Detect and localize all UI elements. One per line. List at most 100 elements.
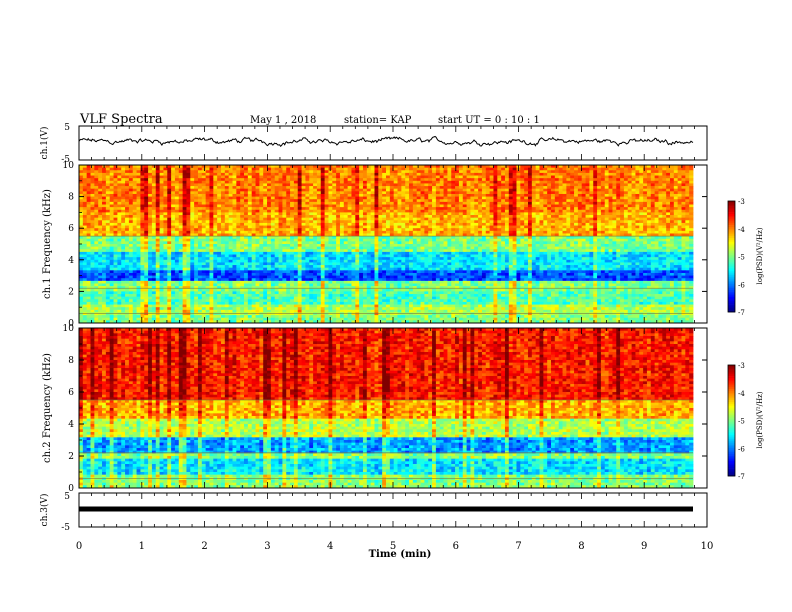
spectrogram-cell [524, 186, 528, 189]
spectrogram-cell [194, 183, 198, 186]
spectrogram-cell [605, 183, 609, 186]
spectrogram-cell [444, 168, 448, 171]
spectrogram-cell [670, 178, 674, 181]
spectrogram-cell [336, 176, 340, 179]
spectrogram-cell [140, 181, 144, 184]
spectrogram-cell [459, 186, 463, 189]
spectrogram-cell [332, 186, 336, 189]
spectrogram-cell [597, 176, 601, 179]
spectrogram-cell [175, 189, 179, 192]
spectrogram-cell [183, 176, 187, 179]
spectrogram-cell [117, 178, 121, 181]
spectrogram-cell [125, 168, 129, 171]
spectrogram-cell [635, 173, 639, 176]
spectrogram-cell [259, 176, 263, 179]
spectrogram-cell [424, 183, 428, 186]
spectrogram-cell [144, 173, 148, 176]
spectrogram-cell [482, 176, 486, 179]
spectrogram-cell [624, 178, 628, 181]
spectrogram-cell [516, 183, 520, 186]
spectrogram-cell [570, 178, 574, 181]
spectrogram-cell [467, 183, 471, 186]
spectrogram-cell [493, 189, 497, 192]
spectrogram-cell [582, 183, 586, 186]
spectrogram-cell [524, 173, 528, 176]
spectrogram-cell [229, 181, 233, 184]
spectrogram-cell [198, 186, 202, 189]
spectrogram-cell [639, 178, 643, 181]
spectrogram-cell [586, 170, 590, 173]
spectrogram-cell [348, 168, 352, 171]
spectrogram-cell [102, 176, 106, 179]
spectrogram-cell [378, 173, 382, 176]
spectrogram-cell [217, 173, 221, 176]
spectrogram-cell [582, 178, 586, 181]
spectrogram-cell [455, 183, 459, 186]
spectrogram-cell [628, 173, 632, 176]
spectrogram-cell [436, 183, 440, 186]
spectrogram-cell [106, 186, 110, 189]
spectrogram-cell [321, 186, 325, 189]
spectrogram-cell [497, 183, 501, 186]
spectrogram-cell [451, 178, 455, 181]
spectrogram-cell [551, 168, 555, 171]
spectrogram-cell [344, 183, 348, 186]
spectrogram-cell [202, 168, 206, 171]
ch1-waveform-trace [79, 137, 693, 147]
spectrogram-cell [666, 168, 670, 171]
spectrogram-cell [382, 173, 386, 176]
spectrogram-cell [114, 183, 118, 186]
spectrogram-cell [87, 170, 91, 173]
spectrogram-cell [302, 173, 306, 176]
spectrogram-cell [309, 170, 313, 173]
spectrogram-cell [275, 181, 279, 184]
spectrogram-cell [639, 168, 643, 171]
spectrogram-cell [87, 173, 91, 176]
spectrogram-cell [574, 170, 578, 173]
spectrogram-cell [398, 178, 402, 181]
spectrogram-cell [417, 176, 421, 179]
spectrogram-cell [398, 173, 402, 176]
spectrogram-cell [532, 170, 536, 173]
spectrogram-cell [467, 173, 471, 176]
spectrogram-cell [620, 178, 624, 181]
spectrogram-cell [405, 186, 409, 189]
spectrogram-cell [240, 178, 244, 181]
spectrogram-cell [186, 173, 190, 176]
spectrogram-cell [290, 181, 294, 184]
spectrogram-cell [302, 181, 306, 184]
spectrogram-cell [213, 170, 217, 173]
spectrogram-cell [624, 170, 628, 173]
spectrogram-cell [137, 183, 141, 186]
spectrogram-cell [321, 178, 325, 181]
spectrogram-cell [378, 183, 382, 186]
spectrogram-cell [578, 178, 582, 181]
spectrogram-cell [275, 168, 279, 171]
spectrogram-cell [628, 181, 632, 184]
spectrogram-cell [371, 170, 375, 173]
spectrogram-cell [540, 170, 544, 173]
spectrogram-cell [114, 181, 118, 184]
spectrogram-cell [305, 168, 309, 171]
spectrogram-cell [117, 173, 121, 176]
spectrogram-cell [133, 178, 137, 181]
spectrogram-cell [589, 173, 593, 176]
spectrogram-cell [674, 173, 678, 176]
spectrogram-cell [566, 186, 570, 189]
spectrogram-cell [401, 170, 405, 173]
spectrogram-cell [486, 178, 490, 181]
spectrogram-cell [121, 181, 125, 184]
spectrogram-cell [447, 186, 451, 189]
spectrogram-cell [298, 183, 302, 186]
spectrogram-cell [305, 176, 309, 179]
spectrogram-cell [359, 183, 363, 186]
spectrogram-cell [593, 168, 597, 171]
spectrogram-cell [221, 173, 225, 176]
spectrogram-cell [455, 173, 459, 176]
spectrogram-cell [647, 186, 651, 189]
spectrogram-cell [685, 168, 689, 171]
spectrogram-cell [532, 176, 536, 179]
spectrogram-cell [493, 181, 497, 184]
vlf-chart-svg: ch.1(V) 5 -5 ch.1 Frequency (kHz) 024681… [0, 0, 792, 612]
spectrogram-cell [470, 170, 474, 173]
